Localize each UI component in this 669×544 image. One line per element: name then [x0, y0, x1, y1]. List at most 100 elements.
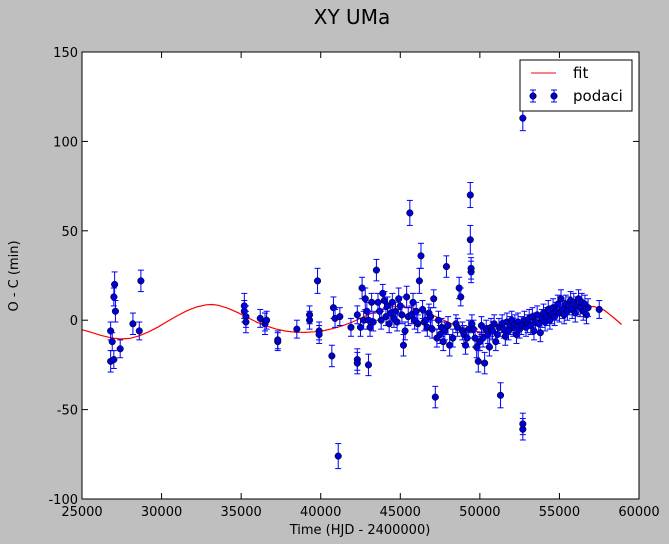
- point-marker: [415, 277, 423, 285]
- point-marker: [444, 322, 452, 330]
- data-point: [111, 300, 119, 323]
- point-marker: [466, 191, 474, 199]
- data-point: [557, 289, 565, 309]
- point-marker: [481, 359, 489, 367]
- point-marker: [111, 307, 119, 315]
- data-point: [385, 314, 393, 334]
- point-marker: [557, 295, 565, 303]
- data-point: [353, 351, 361, 375]
- data-point: [111, 271, 119, 298]
- point-marker: [519, 425, 527, 433]
- point-marker: [328, 352, 336, 360]
- point-marker: [430, 295, 438, 303]
- data-point: [353, 305, 361, 325]
- legend-fit-label: fit: [573, 64, 588, 82]
- point-marker: [110, 355, 118, 364]
- data-point: [135, 321, 143, 341]
- data-point: [501, 326, 509, 346]
- y-tick-label: -100: [48, 493, 78, 508]
- point-marker: [403, 293, 411, 301]
- chart-title: XY UMa: [314, 5, 390, 29]
- point-marker: [442, 263, 450, 271]
- x-tick-label: 60000: [618, 505, 659, 520]
- point-marker: [466, 236, 474, 244]
- data-point: [347, 317, 355, 337]
- y-tick-label: -50: [57, 404, 78, 419]
- point-marker: [398, 311, 406, 319]
- point-marker: [242, 318, 250, 326]
- data-point: [496, 382, 505, 409]
- point-marker: [412, 307, 420, 315]
- point-marker: [467, 264, 475, 272]
- x-tick-label: 35000: [220, 505, 261, 520]
- point-marker: [474, 357, 482, 365]
- point-marker: [493, 330, 501, 339]
- data-point: [364, 353, 373, 377]
- data-point: [595, 300, 603, 319]
- data-point: [398, 305, 406, 325]
- point-marker: [519, 114, 527, 122]
- data-point: [372, 258, 380, 282]
- point-marker: [116, 345, 124, 353]
- point-marker: [426, 313, 435, 321]
- point-marker: [329, 304, 337, 312]
- point-marker: [439, 338, 447, 346]
- data-point: [293, 319, 301, 339]
- point-marker: [379, 289, 387, 297]
- point-marker: [431, 393, 439, 401]
- data-point: [334, 443, 342, 470]
- point-marker: [496, 391, 505, 399]
- data-point: [328, 344, 336, 368]
- plot-area: [82, 52, 639, 499]
- axis-ticks: 25000 30000 35000 40000 45000 50000 55000 60000…: [48, 46, 659, 520]
- data-point: [274, 330, 282, 350]
- x-tick-label: 45000: [380, 505, 421, 520]
- data-point: [401, 321, 409, 341]
- point-marker: [461, 341, 470, 349]
- point-marker: [129, 320, 137, 328]
- y-tick-label: 0: [70, 314, 78, 329]
- point-marker: [414, 320, 422, 328]
- point-marker: [369, 318, 377, 326]
- data-point: [474, 350, 482, 373]
- data-point: [263, 310, 271, 330]
- data-point: [336, 307, 344, 327]
- point-marker: [372, 266, 380, 274]
- data-point: [442, 255, 450, 278]
- x-tick-label: 55000: [539, 505, 580, 520]
- y-tick-label: 100: [53, 135, 78, 150]
- data-point: [485, 337, 493, 357]
- point-marker: [368, 298, 376, 306]
- point-marker: [364, 361, 373, 369]
- point-marker: [361, 295, 369, 303]
- point-marker: [377, 316, 385, 324]
- point-marker: [334, 452, 342, 460]
- point-marker: [454, 323, 462, 331]
- point-marker: [336, 313, 344, 321]
- y-tick-label: 50: [61, 225, 78, 240]
- y-axis-label: O - C (min): [7, 240, 22, 311]
- point-marker: [315, 330, 323, 339]
- point-marker: [135, 327, 143, 335]
- x-tick-label: 40000: [300, 505, 341, 520]
- legend-podaci-label: podaci: [573, 87, 623, 105]
- x-tick-label: 25000: [61, 505, 102, 520]
- point-marker: [274, 336, 282, 344]
- series-layer: [81, 105, 622, 470]
- point-marker: [293, 325, 301, 333]
- point-marker: [492, 338, 500, 346]
- data-point: [406, 199, 414, 226]
- legend: fit podaci: [519, 59, 633, 112]
- data-point: [441, 321, 449, 341]
- data-point: [457, 287, 465, 307]
- data-point: [477, 316, 485, 336]
- y-tick-label: 150: [53, 46, 78, 61]
- point-marker: [446, 341, 454, 349]
- data-point: [414, 314, 422, 334]
- point-marker: [595, 305, 603, 314]
- point-marker: [434, 316, 443, 324]
- point-marker: [582, 311, 591, 319]
- data-point: [466, 224, 474, 255]
- point-marker: [401, 327, 409, 335]
